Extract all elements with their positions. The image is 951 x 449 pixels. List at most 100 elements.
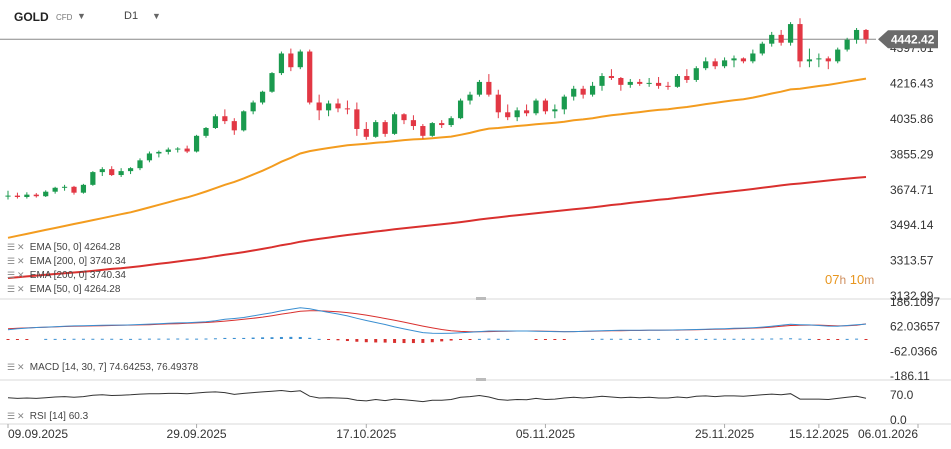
macd-histogram-bar [166,338,170,340]
macd-histogram-bar [44,338,48,340]
macd-histogram-bar [600,338,604,340]
candle [212,116,219,128]
close-icon[interactable]: ✕ [17,411,25,421]
macd-histogram-bar [430,339,434,343]
macd-histogram-bar [675,338,679,340]
legend-ema-200[interactable]: ☰ ✕ EMA [200, 0] 3740.34 [7,256,126,267]
candle [863,29,869,40]
macd-tick-label: -186.11 [890,369,930,383]
candle [5,195,11,197]
candle [420,126,426,136]
timeframe-dropdown-icon[interactable]: ▼ [152,11,161,21]
instrument-type: CFD [56,13,73,22]
macd-histogram-bar [553,339,557,340]
close-icon[interactable]: ✕ [17,362,25,372]
candle [561,96,567,110]
timeframe-label[interactable]: D1 [124,10,139,22]
macd-histogram-bar [609,338,613,340]
candle [495,94,501,113]
indicator-settings-icon[interactable]: ☰ [7,242,16,252]
close-icon[interactable]: ✕ [17,256,25,266]
macd-histogram-bar [261,337,265,339]
macd-histogram-bar [176,338,180,340]
macd-histogram-bar [185,338,189,340]
macd-histogram-bar [440,339,444,342]
time-tick-label: 17.10.2025 [336,427,396,441]
candle [307,51,313,103]
candle [552,109,558,112]
macd-histogram-bar [798,338,802,340]
candle [109,169,115,176]
macd-histogram-bar [63,338,67,340]
indicator-settings-icon[interactable]: ☰ [7,411,16,421]
legend-macd[interactable]: ☰ ✕ MACD [14, 30, 7] 74.64253, 76.49378 [7,362,199,373]
macd-histogram-bar [119,338,123,340]
candle [24,194,30,197]
rsi-tick-label: 0.0 [890,413,907,427]
symbol-name[interactable]: GOLD [14,10,49,24]
candle [778,34,784,43]
macd-histogram-bar [232,337,236,339]
macd-histogram-bar [496,338,500,340]
candle [184,148,190,152]
candle [769,34,775,44]
candle [325,103,332,111]
indicator-settings-icon[interactable]: ☰ [7,256,16,266]
candle [137,160,143,169]
candle [241,111,247,131]
macd-histogram-bar [751,338,755,340]
indicator-settings-icon[interactable]: ☰ [7,270,16,280]
macd-histogram-bar [53,338,57,340]
candle [165,149,171,152]
symbol-dropdown-icon[interactable]: ▼ [77,11,86,21]
candle [80,184,87,193]
legend-ema-200-2[interactable]: ☰ ✕ EMA [200, 0] 3740.34 [7,270,126,281]
candle [231,121,237,131]
candle [335,103,341,109]
candle [203,127,209,136]
macd-histogram-bar [251,337,255,339]
candle [33,194,39,197]
macd-histogram-bar [628,338,632,340]
indicator-settings-icon[interactable]: ☰ [7,284,16,294]
macd-histogram-bar [449,339,453,341]
candle [457,100,464,119]
close-icon[interactable]: ✕ [17,242,25,252]
time-tick-label: 06.01.2026 [858,427,918,441]
macd-histogram-bar [298,336,302,339]
candle [580,88,586,95]
legend-ema-50-2[interactable]: ☰ ✕ EMA [50, 0] 4264.28 [7,284,121,295]
macd-histogram-bar [760,338,764,340]
candle [523,110,530,114]
price-tick-label: 3313.57 [890,254,934,268]
candle [193,135,200,152]
macd-histogram-bar [562,339,566,340]
close-icon[interactable]: ✕ [17,284,25,294]
candle [90,172,96,185]
candle [703,61,709,69]
macd-histogram-bar [732,338,736,340]
macd-histogram-bar [685,338,689,340]
legend-rsi[interactable]: ☰ ✕ RSI [14] 60.3 [7,411,89,422]
macd-histogram-bar [487,338,491,340]
candle [439,123,445,126]
macd-histogram-bar [817,339,821,340]
candle [542,100,549,112]
indicator-settings-icon[interactable]: ☰ [7,362,16,372]
macd-histogram-bar [242,337,246,339]
macd-histogram-bar [138,338,142,340]
panel-resize-handle [476,297,486,300]
time-tick-label: 15.12.2025 [789,427,849,441]
close-icon[interactable]: ✕ [17,270,25,280]
candle [589,85,596,95]
candle [571,88,577,97]
macd-histogram-bar [204,338,208,340]
legend-ema-50[interactable]: ☰ ✕ EMA [50, 0] 4264.28 [7,242,121,253]
candle [712,61,718,67]
time-tick-label: 29.09.2025 [167,427,227,441]
macd-histogram-bar [807,338,811,340]
macd-histogram-bar [779,338,783,340]
macd-histogram-bar [72,338,76,340]
candle [354,109,360,129]
